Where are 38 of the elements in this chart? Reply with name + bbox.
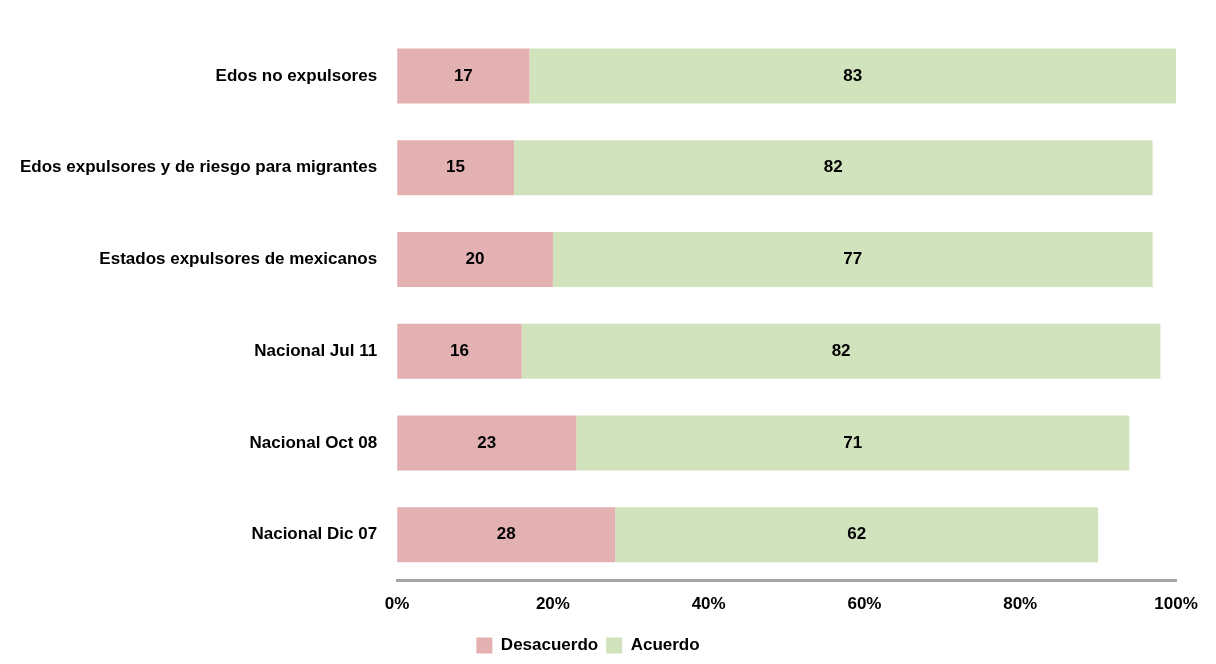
bar [529, 48, 1176, 104]
y-tick-label: Nacional Jul 11 [254, 340, 378, 360]
bar [521, 323, 1161, 379]
bar [397, 48, 530, 104]
data-label: 20 [465, 249, 485, 269]
y-tick-label: Nacional Oct 08 [249, 432, 378, 452]
x-tick-label: 20% [535, 594, 570, 614]
bar [397, 140, 514, 196]
x-tick-label: 100% [1154, 594, 1198, 614]
data-label: 62 [847, 524, 867, 544]
data-label: 82 [823, 157, 843, 177]
data-label: 77 [843, 249, 863, 269]
x-tick-label: 0% [384, 594, 410, 614]
data-label: 17 [453, 65, 473, 85]
x-tick-label: 80% [1003, 594, 1038, 614]
y-tick-label: Nacional Dic 07 [251, 524, 378, 544]
bar [397, 323, 522, 379]
bar [397, 507, 616, 563]
data-label: 71 [843, 432, 863, 452]
data-label: 23 [477, 432, 497, 452]
bar [615, 507, 1099, 563]
legend-label: Acuerdo [630, 635, 700, 655]
data-label: 82 [831, 340, 851, 360]
data-label: 16 [449, 340, 469, 360]
y-tick-label: Estados expulsores de mexicanos [99, 249, 378, 269]
bar [513, 140, 1153, 196]
legend-label: Desacuerdo [500, 635, 599, 655]
bar [576, 415, 1130, 471]
y-tick-label: Edos no expulsores [215, 65, 378, 85]
y-tick-label: Edos expulsores y de riesgo para migrantes [19, 157, 378, 177]
bar [552, 232, 1153, 288]
data-label: 15 [446, 157, 466, 177]
bar [397, 232, 553, 288]
bar [397, 415, 577, 471]
x-tick-label: 60% [847, 594, 882, 614]
data-label: 83 [843, 65, 863, 85]
data-label: 28 [496, 524, 516, 544]
x-tick-label: 40% [691, 594, 726, 614]
